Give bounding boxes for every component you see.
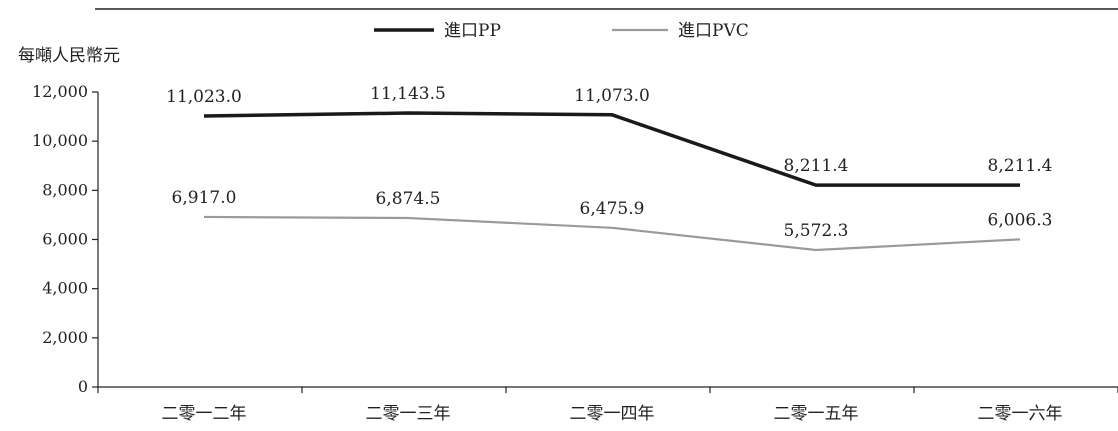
x-tick-label: 二零一六年 [978,404,1063,424]
y-tick-label: 8,000 [42,180,88,199]
legend-label: 進口PP [444,21,501,41]
x-tick-label: 二零一二年 [162,404,247,424]
y-tick-label: 12,000 [32,82,88,101]
x-tick-label: 二零一三年 [366,404,451,424]
series-layer [203,111,1021,252]
y-axis-unit-label: 每噸人民幣元 [18,46,120,66]
legend-label: 進口PVC [678,21,749,41]
y-tick-label: 6,000 [42,230,88,249]
data-label: 6,917.0 [172,188,237,208]
x-tick-label: 二零一四年 [570,404,655,424]
axes: 0 2,000 4,000 6,000 8,000 10,000 12,000 二零一二年 二零… [32,82,1118,424]
data-label: 11,023.0 [166,87,242,107]
y-tick-label: 0 [78,377,88,396]
data-label: 6,874.5 [376,189,441,209]
data-label: 8,211.4 [784,156,849,176]
y-tick-label: 4,000 [42,279,88,298]
data-label: 11,073.0 [574,86,650,106]
data-label-layer: 11,023.0 11,143.5 11,073.0 8,211.4 8,211.4 6,… [166,84,1052,241]
y-tick-label: 2,000 [42,328,88,347]
data-label: 11,143.5 [370,84,446,104]
data-label: 6,006.3 [988,210,1053,230]
y-tick-label: 10,000 [32,131,88,150]
series-line-pp [203,111,1020,187]
x-tick-label: 二零一五年 [774,404,859,424]
legend: 進口PP 進口PVC [374,21,749,41]
series-line-pvc [203,215,1021,252]
data-label: 5,572.3 [784,221,849,241]
data-label: 8,211.4 [988,156,1053,176]
data-label: 6,475.9 [580,199,645,219]
